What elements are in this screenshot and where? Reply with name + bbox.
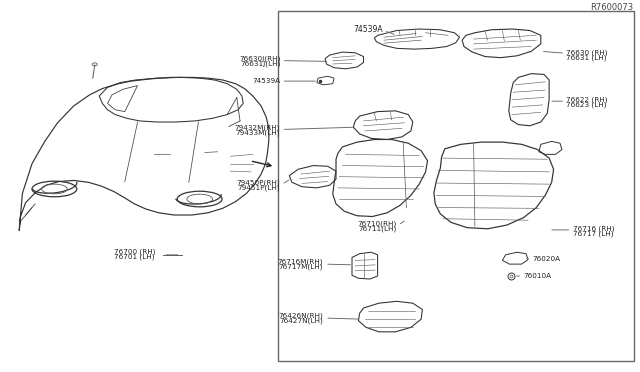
Text: 76710(RH): 76710(RH): [358, 221, 397, 227]
Text: 74539A: 74539A: [252, 78, 280, 84]
Text: 76630 (RH): 76630 (RH): [566, 50, 608, 57]
Text: 76701 (LH): 76701 (LH): [114, 254, 154, 260]
Text: 79433M(LH): 79433M(LH): [236, 129, 280, 136]
Text: 76631J(LH): 76631J(LH): [240, 60, 280, 67]
Text: 76020A: 76020A: [532, 256, 561, 262]
Text: 76717 (LH): 76717 (LH): [573, 230, 613, 237]
Text: 76716 (RH): 76716 (RH): [573, 225, 614, 232]
Text: 76717M(LH): 76717M(LH): [278, 263, 323, 270]
Text: 79450P(RH): 79450P(RH): [237, 180, 280, 186]
Text: 76427N(LH): 76427N(LH): [280, 317, 323, 324]
Text: 76010A: 76010A: [524, 273, 552, 279]
Text: 76711(LH): 76711(LH): [358, 225, 397, 232]
Text: 79432M(RH): 79432M(RH): [235, 125, 280, 131]
Text: 74539A: 74539A: [353, 25, 383, 33]
Text: R7600073: R7600073: [591, 3, 634, 12]
Bar: [278, 11, 634, 361]
Text: 76716M(RH): 76716M(RH): [278, 258, 323, 265]
Text: 76630J(RH): 76630J(RH): [239, 55, 280, 62]
Text: 76623 (LH): 76623 (LH): [566, 101, 607, 108]
Text: 76426N(RH): 76426N(RH): [278, 312, 323, 319]
Text: 76700 (RH): 76700 (RH): [114, 249, 156, 256]
Text: 76622 (RH): 76622 (RH): [566, 96, 608, 103]
Text: 76631 (LH): 76631 (LH): [566, 55, 607, 61]
Text: 79451P(LH): 79451P(LH): [237, 185, 280, 191]
